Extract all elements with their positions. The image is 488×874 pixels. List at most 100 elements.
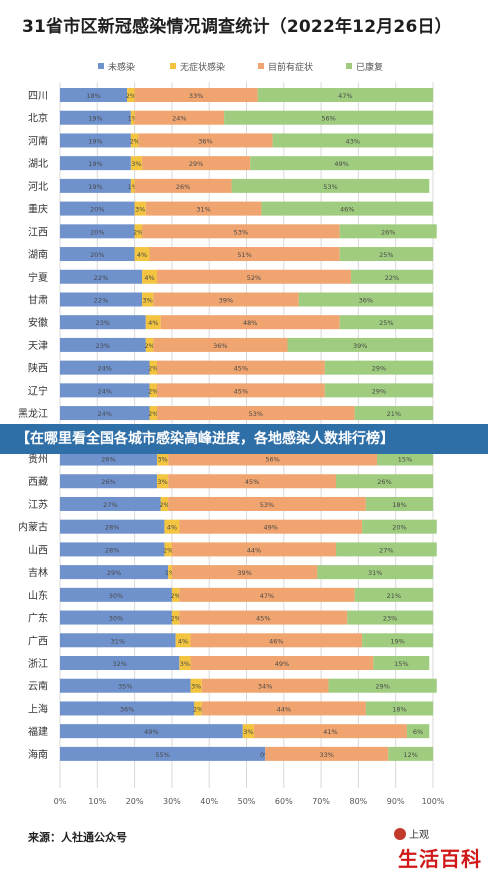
data-label: 39%: [219, 296, 233, 304]
data-label: 31%: [368, 569, 382, 577]
bar-segment: [60, 406, 150, 421]
data-label: 3%: [135, 206, 145, 214]
legend-swatch: [170, 63, 176, 69]
data-label: 25%: [379, 251, 393, 259]
data-label: 3%: [191, 683, 201, 691]
bar-segment: [354, 587, 433, 602]
category-label: 北京: [28, 112, 48, 125]
data-label: 20%: [90, 228, 104, 236]
data-label: 26%: [176, 183, 190, 191]
bar-segment: [134, 247, 150, 262]
bar-segment: [190, 633, 363, 648]
bar-segment: [60, 201, 135, 216]
bar-segment: [171, 542, 337, 557]
bar-segment: [179, 519, 363, 534]
publisher-logo-icon: [394, 827, 406, 840]
bar-segment: [142, 292, 154, 307]
bar-segment: [60, 678, 191, 693]
data-label: 22%: [385, 274, 399, 282]
data-label: 56%: [321, 115, 335, 123]
data-label: 29%: [189, 160, 203, 168]
bar-segment: [60, 224, 135, 239]
data-label: 53%: [249, 410, 263, 418]
category-label: 黑龙江: [18, 407, 48, 420]
data-label: 45%: [245, 478, 259, 486]
bar-segment: [60, 451, 157, 466]
bar-segment: [60, 701, 195, 716]
bar-segment: [164, 519, 180, 534]
data-label: 43%: [346, 137, 360, 145]
data-label: 20%: [90, 206, 104, 214]
bar-segment: [60, 587, 172, 602]
data-label: 28%: [105, 546, 119, 554]
data-label: 47%: [260, 592, 274, 600]
data-label: 31%: [196, 206, 210, 214]
data-label: 23%: [383, 615, 397, 623]
category-label: 海南: [28, 748, 48, 761]
category-label: 宁夏: [28, 271, 48, 284]
data-label: 24%: [172, 115, 186, 123]
data-label: 21%: [387, 592, 401, 600]
category-label: 云南: [28, 680, 48, 693]
bar-segment: [60, 337, 146, 352]
bar-segment: [287, 337, 433, 352]
bar-segment: [201, 701, 366, 716]
data-label: 3%: [157, 456, 167, 464]
bar-segment: [171, 610, 180, 625]
data-label: 4%: [178, 637, 188, 645]
x-tick-label: 20%: [126, 797, 144, 806]
bar-segment: [324, 383, 433, 398]
x-tick-label: 100%: [422, 797, 445, 806]
data-label: 15%: [398, 456, 412, 464]
source-note: 来源：人社通公众号: [28, 831, 127, 844]
bar-segment: [145, 201, 262, 216]
data-label: 3%: [157, 478, 167, 486]
promo-banner-link[interactable]: 【在哪里看全国各城市感染高峰进度，各地感染人数排行榜】: [0, 424, 488, 454]
category-label: 贵州: [28, 453, 48, 466]
x-tick-label: 90%: [387, 797, 405, 806]
publisher-logo-text: 上观: [409, 830, 429, 841]
category-label: 山东: [28, 589, 48, 602]
data-label: 12%: [403, 751, 417, 759]
bar-segment: [156, 269, 351, 284]
data-label: 46%: [269, 637, 283, 645]
legend-label: 未感染: [108, 61, 135, 73]
bar-segment: [175, 633, 191, 648]
data-label: 19%: [390, 637, 404, 645]
data-label: 1%: [128, 183, 138, 191]
bar-segment: [127, 88, 135, 102]
x-tick-label: 80%: [350, 797, 368, 806]
category-label: 广西: [28, 635, 48, 647]
bar-segment: [250, 156, 433, 171]
data-label: 24%: [98, 410, 112, 418]
data-label: 6%: [413, 728, 423, 736]
bar-segment: [339, 247, 433, 262]
bar-segment: [138, 133, 273, 148]
bar-segment: [60, 269, 143, 284]
bar-segment: [388, 746, 433, 761]
bar-segment: [377, 451, 433, 466]
data-label: 2%: [129, 137, 139, 145]
bar-segment: [60, 110, 131, 125]
data-label: 49%: [334, 160, 348, 168]
bar-segment: [60, 133, 131, 148]
bar-segment: [60, 610, 172, 625]
category-label: 河南: [28, 134, 48, 147]
bar-segment: [373, 656, 430, 670]
data-label: 46%: [340, 206, 354, 214]
data-label: 2%: [126, 92, 136, 100]
data-label: 1%: [165, 569, 175, 577]
category-label: 广东: [28, 612, 48, 625]
data-label: 30%: [109, 592, 123, 600]
data-label: 56%: [265, 456, 279, 464]
bar-segment: [60, 519, 165, 534]
data-label: 29%: [375, 683, 389, 691]
data-label: 2%: [148, 387, 158, 395]
category-label: 吉林: [28, 566, 48, 579]
bar-segment: [168, 496, 366, 511]
data-label: 52%: [247, 274, 261, 282]
data-label: 51%: [237, 251, 251, 259]
bar-segment: [231, 178, 430, 193]
data-label: 29%: [107, 569, 121, 577]
bar-segment: [265, 746, 389, 761]
